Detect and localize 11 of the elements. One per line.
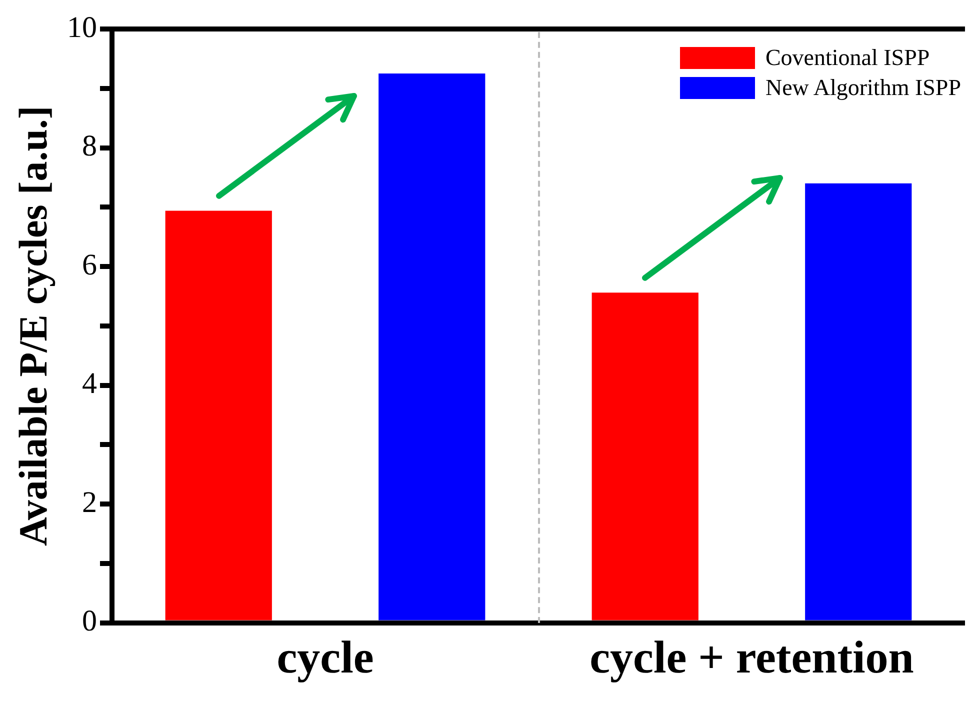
x-tick-label: cycle <box>276 631 374 682</box>
legend-label: New Algorithm ISPP <box>765 74 961 102</box>
x-tick-label: cycle + retention <box>590 631 914 682</box>
y-tick-label: 6 <box>82 248 97 282</box>
y-tick-label: 0 <box>82 604 97 638</box>
y-tick-label: 10 <box>67 10 97 44</box>
y-tick-label: 4 <box>82 367 97 400</box>
y-tick-label: 2 <box>82 486 97 519</box>
y-axis-title: Available P/E cycles [a.u.] <box>10 106 56 546</box>
legend-label: Coventional ISPP <box>765 44 930 72</box>
y-tick-label: 8 <box>82 130 97 163</box>
